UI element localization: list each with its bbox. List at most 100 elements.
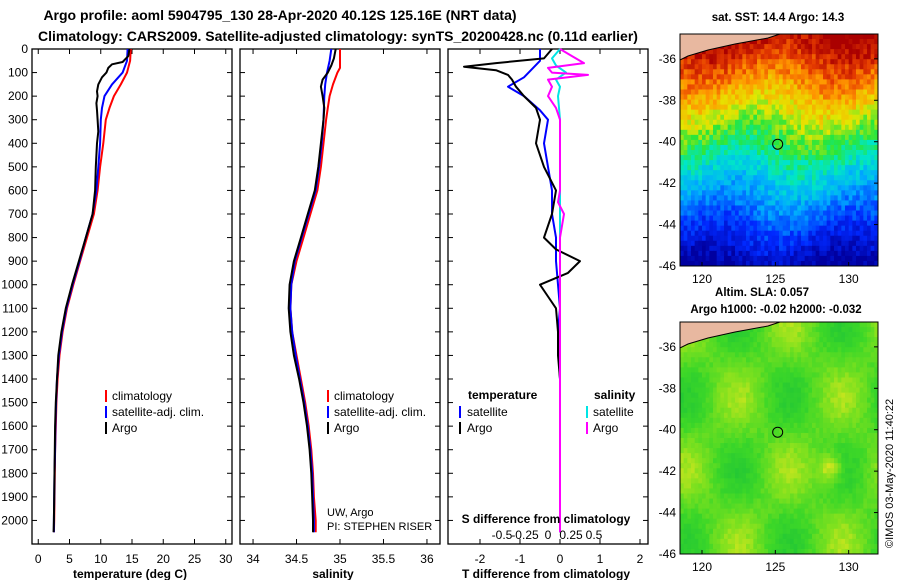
map-cell: [702, 508, 707, 515]
map-cell: [819, 443, 824, 449]
map-cell: [819, 54, 824, 60]
map-cell: [870, 377, 875, 383]
map-cell: [691, 503, 696, 510]
map-cell: [709, 448, 714, 454]
map-cell: [848, 473, 853, 479]
map-cell: [867, 488, 872, 494]
map-cell: [735, 64, 740, 70]
map-cell: [768, 220, 773, 227]
map-cell: [870, 518, 875, 525]
map-cell: [790, 508, 795, 515]
map-cell: [694, 407, 699, 414]
map-cell: [804, 44, 809, 50]
map-cell: [874, 402, 879, 409]
map-cell: [867, 195, 872, 201]
map-cell: [852, 402, 857, 409]
map-cell: [826, 94, 831, 100]
map-cell: [867, 210, 872, 216]
map-cell: [764, 260, 769, 267]
map-cell: [771, 124, 776, 131]
map-cell: [698, 528, 703, 535]
map-cell: [801, 357, 806, 363]
map-cell: [863, 518, 868, 525]
map-cell: [768, 463, 773, 469]
map-cell: [738, 225, 743, 232]
map-cell: [720, 337, 725, 343]
map-cell: [771, 508, 776, 515]
map-cell: [771, 170, 776, 176]
map-cell: [845, 407, 850, 414]
map-cell: [837, 392, 842, 399]
map-cell: [735, 175, 740, 181]
map-cell: [808, 377, 813, 383]
map-cell: [834, 362, 839, 368]
map-cell: [870, 372, 875, 378]
map-cell: [694, 367, 699, 373]
map-cell: [815, 402, 820, 409]
map-cell: [735, 180, 740, 186]
map-cell: [801, 220, 806, 227]
map-cell: [819, 134, 824, 141]
map-cell: [874, 347, 879, 353]
s-diff-tick-label: -0.25: [511, 528, 539, 542]
map-cell: [793, 39, 798, 45]
map-cell: [779, 448, 784, 454]
map-cell: [731, 392, 736, 399]
map-cell: [801, 468, 806, 474]
map-cell: [709, 175, 714, 181]
map-cell: [834, 448, 839, 454]
map-cell: [691, 508, 696, 515]
map-cell: [870, 367, 875, 373]
depth-tick-label: 900: [8, 254, 28, 268]
map-cell: [845, 165, 850, 171]
map-cell: [848, 513, 853, 520]
map-cell: [786, 367, 791, 373]
map-cell: [834, 508, 839, 515]
map-cell: [757, 79, 762, 85]
map-cell: [848, 362, 853, 368]
map-cell: [786, 513, 791, 520]
map-cell: [727, 397, 732, 404]
map-cell: [731, 523, 736, 530]
map-cell: [859, 503, 864, 510]
map-cell: [771, 387, 776, 394]
map-cell: [782, 160, 787, 166]
map-cell: [779, 109, 784, 116]
map-cell: [870, 352, 875, 358]
map-cell: [775, 190, 780, 196]
map-cell: [867, 134, 872, 141]
map-cell: [837, 104, 842, 111]
map-cell: [845, 478, 850, 484]
map-cell: [731, 94, 736, 100]
map-cell: [720, 352, 725, 358]
map-cell: [746, 124, 751, 131]
map-cell: [823, 195, 828, 201]
map-cell: [720, 503, 725, 510]
map-cell: [720, 200, 725, 206]
map-cell: [786, 493, 791, 499]
map-cell: [727, 119, 732, 126]
map-cell: [742, 357, 747, 363]
map-cell: [863, 34, 868, 40]
map-cell: [709, 79, 714, 85]
map-cell: [804, 235, 809, 242]
map-cell: [793, 220, 798, 227]
legend-label-climatology: climatology: [112, 389, 172, 403]
map-cell: [867, 352, 872, 358]
map-cell: [782, 220, 787, 227]
map-cell: [702, 458, 707, 464]
map-cell: [782, 357, 787, 363]
map-cell: [837, 129, 842, 136]
map-cell: [742, 342, 747, 348]
map-cell: [870, 134, 875, 141]
map-cell: [793, 372, 798, 378]
map-cell: [870, 443, 875, 449]
map-cell: [764, 498, 769, 504]
map-cell: [705, 114, 710, 121]
map-cell: [746, 160, 751, 166]
map-cell: [683, 483, 688, 489]
map-cell: [823, 362, 828, 368]
map-cell: [753, 362, 758, 368]
temperature-panel-frame: [31, 48, 233, 545]
map-cell: [709, 144, 714, 151]
